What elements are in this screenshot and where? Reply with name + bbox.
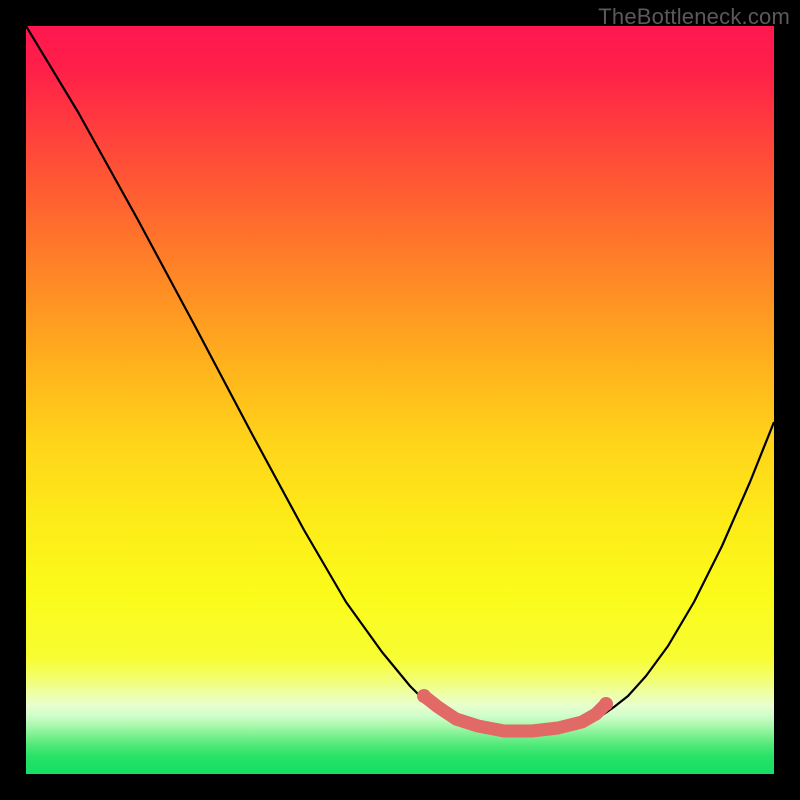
range-start-marker [417,689,431,703]
range-end-marker [599,697,613,711]
chart-svg [26,26,774,774]
plot-area [26,26,774,774]
chart-frame: TheBottleneck.com [0,0,800,800]
gradient-background [26,26,774,774]
